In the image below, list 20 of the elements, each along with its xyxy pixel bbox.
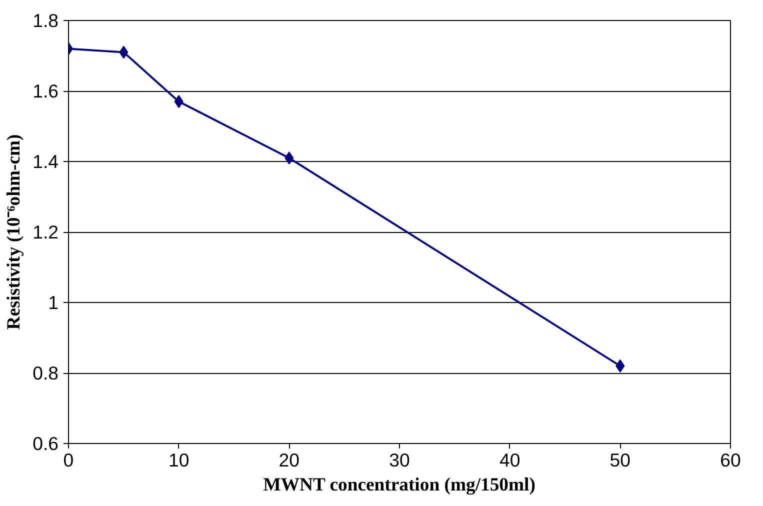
point (174, 95, 184, 108)
x-tick-label: 40 (499, 450, 520, 470)
x-tick-label: 30 (389, 450, 410, 470)
x-tick-label: 20 (278, 450, 300, 470)
x-tick-label: 10 (168, 450, 190, 470)
y-tick-label: 0.6 (32, 433, 59, 454)
y-tick-label: 1.8 (32, 10, 59, 31)
point (616, 359, 625, 372)
point (284, 151, 294, 164)
x-axis-title: MWNT concentration (mg/150ml) (263, 474, 536, 496)
y-axis-title: Resistivity (10⁻⁶ohm-cm) (4, 134, 25, 330)
x-tick-label: 0 (63, 450, 74, 470)
y-tick-label: 1.2 (32, 222, 59, 242)
x-tick-label: 60 (720, 450, 741, 470)
y-tick-label: 0.8 (32, 362, 59, 384)
y-tick-label: 1.6 (32, 80, 59, 102)
x-tick-label: 50 (610, 450, 631, 470)
y-tick-label: 1 (48, 292, 59, 313)
point (119, 46, 128, 59)
y-tick-label: 1.4 (32, 151, 59, 172)
